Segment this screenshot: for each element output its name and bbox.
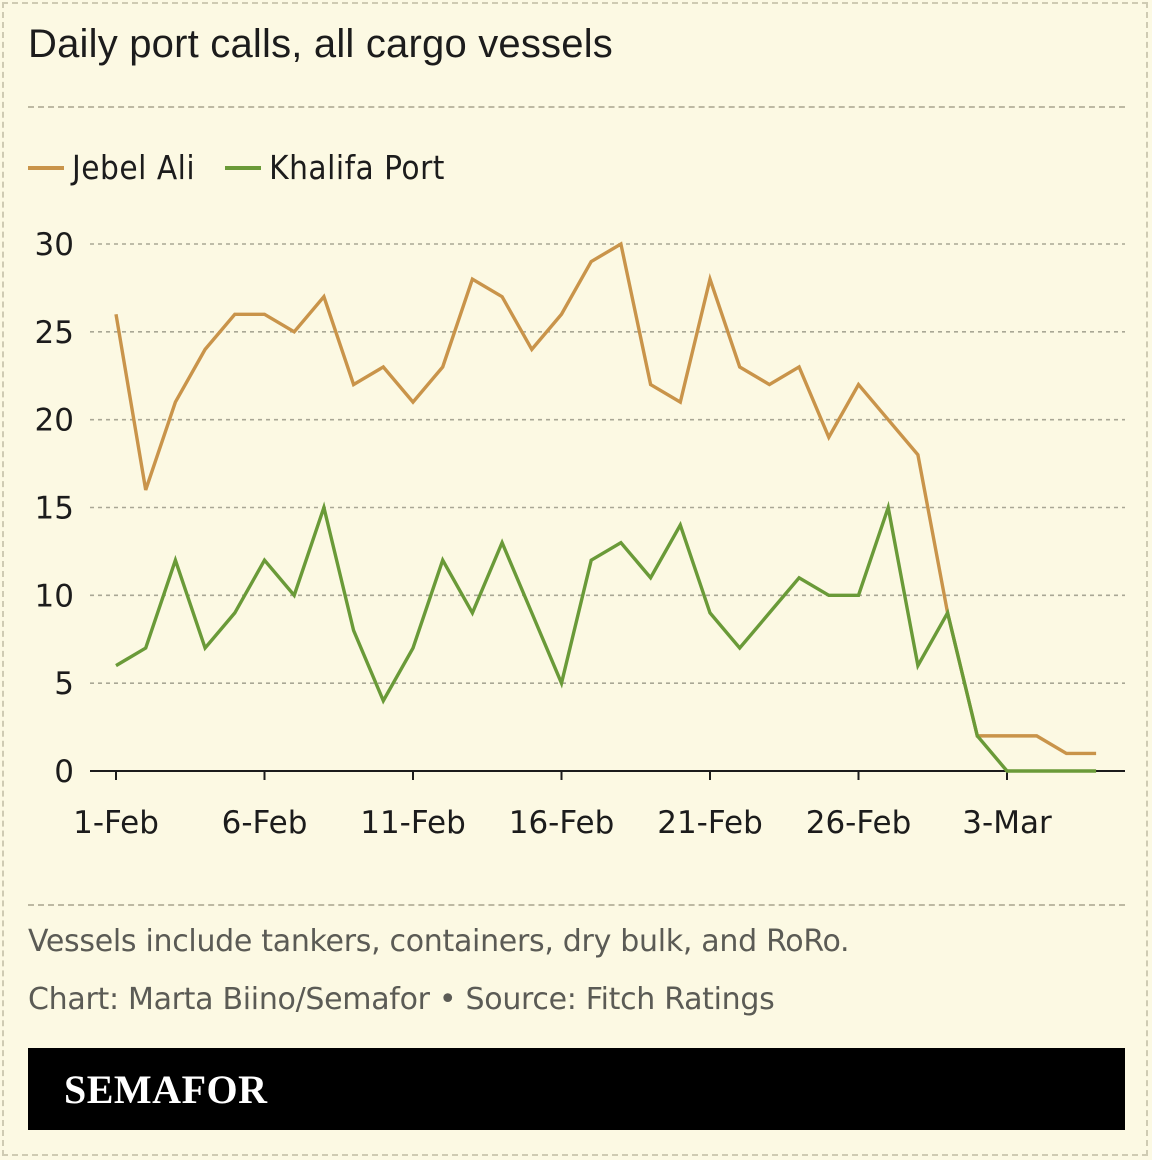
y-tick-label: 5 xyxy=(54,666,74,702)
chart-note: Vessels include tankers, containers, dry… xyxy=(28,924,850,959)
y-tick-label: 25 xyxy=(35,315,74,351)
legend-label-jebel-ali: Jebel Ali xyxy=(72,148,196,187)
x-tick-label: 11-Feb xyxy=(360,805,466,841)
legend-label-khalifa-port: Khalifa Port xyxy=(269,148,445,187)
y-tick-label: 10 xyxy=(35,578,74,614)
y-tick-label: 0 xyxy=(54,754,74,790)
series-line-khalifa-port xyxy=(115,500,1097,773)
y-tick-label: 30 xyxy=(35,227,74,263)
chart-title: Daily port calls, all cargo vessels xyxy=(28,22,613,66)
x-tick-label: 16-Feb xyxy=(509,805,615,841)
legend: Jebel Ali Khalifa Port xyxy=(28,148,475,187)
line-chart: 0 5 10 15 20 25 30 1-Feb 6-Feb 11-Feb 16-Feb 21-Feb… xyxy=(35,227,1125,841)
chart-credit: Chart: Marta Biino/Semafor • Source: Fit… xyxy=(28,982,775,1017)
x-tick-label: 6-Feb xyxy=(222,805,308,841)
brand-logo: SEMAFOR xyxy=(64,1067,268,1112)
legend-item-khalifa-port: Khalifa Port xyxy=(225,148,445,187)
legend-swatch-khalifa-port xyxy=(225,165,262,170)
brand-bar: SEMAFOR xyxy=(28,1048,1125,1130)
legend-swatch-jebel-ali xyxy=(28,165,64,170)
x-tick-label: 3-Mar xyxy=(962,805,1052,841)
x-tick-label: 26-Feb xyxy=(806,805,912,841)
x-tick-label: 1-Feb xyxy=(73,805,159,841)
x-tick-label: 21-Feb xyxy=(657,805,763,841)
legend-item-jebel-ali: Jebel Ali xyxy=(28,148,195,187)
footer-divider xyxy=(28,904,1125,906)
y-tick-label: 20 xyxy=(35,403,74,439)
header-divider xyxy=(28,106,1125,108)
series-line-jebel-ali xyxy=(114,241,1097,756)
y-tick-label: 15 xyxy=(35,491,74,527)
